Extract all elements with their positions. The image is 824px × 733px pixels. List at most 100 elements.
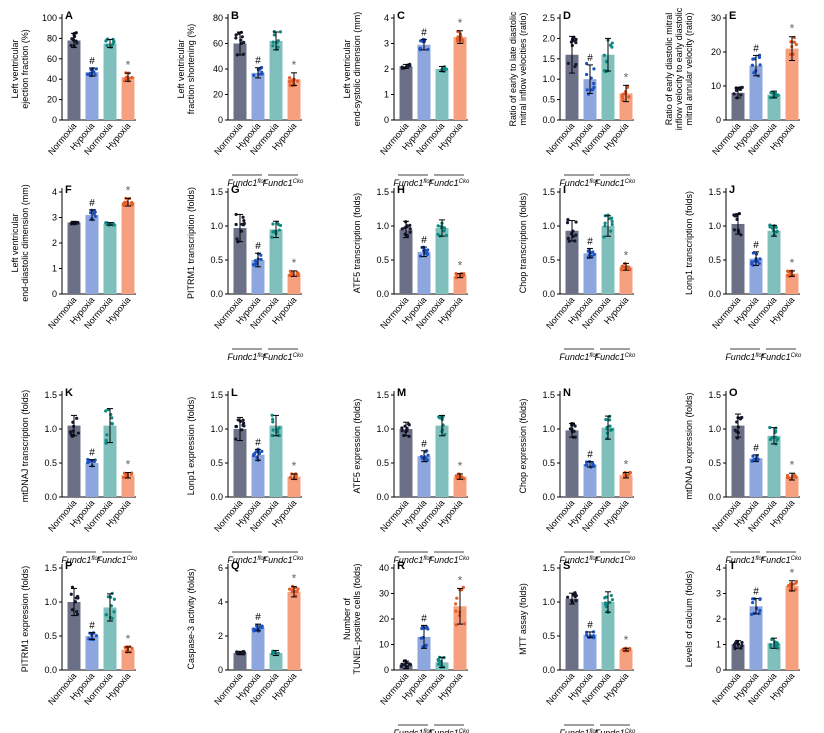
panel-c: C 0 1 2 3 4 Left ventricular end-systolic dimen… xyxy=(342,10,470,188)
y-tick-label: 0.5 xyxy=(376,255,389,265)
data-point xyxy=(234,424,238,429)
data-point xyxy=(592,630,596,634)
bar xyxy=(731,644,745,670)
panel-a: A 0 20 40 60 80 100 Left ventricular ejection fr… xyxy=(10,10,136,157)
data-point xyxy=(418,254,423,258)
data-point xyxy=(418,46,423,51)
genotype-sup: Cko xyxy=(293,179,304,185)
data-point xyxy=(436,662,441,666)
y-tick-label: 2 xyxy=(52,238,57,248)
data-point xyxy=(443,432,447,437)
data-point xyxy=(732,92,736,96)
y-tick-label: 1 xyxy=(716,640,721,650)
genotype-sup: flox xyxy=(755,353,765,359)
data-point xyxy=(259,257,263,262)
data-point xyxy=(733,428,737,432)
y-tick-label: 80 xyxy=(213,13,223,23)
y-tick-label: 0.5 xyxy=(708,255,721,265)
y-axis-label: Caspase-3 activity (folds) xyxy=(186,568,196,669)
genotype-sup: Cko xyxy=(625,179,636,185)
y-axis-label: mtDNAJ expression (folds) xyxy=(684,392,694,499)
significance-mark: * xyxy=(292,58,297,72)
y-axis-label: inflow velocity to early diastolic xyxy=(674,7,684,130)
panel-letter: D xyxy=(563,10,571,22)
data-point xyxy=(400,429,404,433)
bar xyxy=(785,476,799,497)
significance-mark: # xyxy=(753,43,759,54)
data-point xyxy=(110,43,114,47)
bar xyxy=(583,253,597,294)
y-tick-label: 10 xyxy=(379,640,389,650)
y-tick-label: 0.5 xyxy=(542,631,555,641)
bar xyxy=(85,214,99,294)
data-point xyxy=(751,597,755,601)
data-point xyxy=(255,624,259,628)
data-point xyxy=(592,67,596,71)
data-point xyxy=(585,633,589,637)
significance-mark: # xyxy=(421,28,427,39)
bar xyxy=(103,223,117,294)
genotype-base: Fundc1 xyxy=(61,555,91,565)
y-tick-label: 0.0 xyxy=(708,492,721,502)
significance-mark: # xyxy=(587,236,593,247)
data-point xyxy=(419,636,423,640)
y-tick-label: 0.0 xyxy=(542,115,555,125)
y-axis-label: ejection fraction (%) xyxy=(20,29,30,109)
genotype-base: Fundc1 xyxy=(595,178,625,188)
data-point xyxy=(234,437,238,441)
data-point xyxy=(70,608,74,612)
y-tick-label: 1.0 xyxy=(210,424,223,434)
data-point xyxy=(92,631,96,635)
data-point xyxy=(603,224,607,228)
data-point xyxy=(462,273,466,277)
data-point xyxy=(602,235,606,239)
significance-mark: * xyxy=(458,459,463,473)
y-tick-label: 3 xyxy=(52,213,57,223)
genotype-base: Fundc1 xyxy=(595,555,625,565)
data-point xyxy=(92,209,96,214)
genotype-base: Fundc1 xyxy=(761,555,791,565)
y-tick-label: 10 xyxy=(711,81,721,91)
data-point xyxy=(768,225,772,229)
data-point xyxy=(768,643,773,647)
significance-mark: * xyxy=(624,633,629,647)
y-tick-label: 1.5 xyxy=(542,54,555,64)
data-point xyxy=(768,437,773,442)
y-tick-label: 0.5 xyxy=(542,458,555,468)
bar xyxy=(785,273,799,294)
data-point xyxy=(604,417,608,422)
data-point xyxy=(444,233,449,237)
data-point xyxy=(130,75,134,80)
significance-mark: * xyxy=(292,459,297,473)
data-point xyxy=(295,79,300,83)
data-point xyxy=(770,637,774,642)
data-point xyxy=(773,435,778,439)
data-point xyxy=(252,263,256,267)
data-point xyxy=(271,230,275,234)
data-point xyxy=(252,452,256,457)
data-point xyxy=(438,416,442,420)
data-point xyxy=(454,623,458,627)
significance-mark: # xyxy=(587,620,593,631)
data-point xyxy=(290,270,294,274)
bar xyxy=(269,653,283,670)
genotype-label-flox: Fundc1flox xyxy=(559,728,599,733)
data-point xyxy=(574,220,578,224)
bar xyxy=(251,627,265,670)
data-point xyxy=(425,625,429,629)
significance-mark: # xyxy=(421,235,427,246)
data-point xyxy=(750,612,754,616)
bar xyxy=(731,223,745,294)
data-point xyxy=(604,595,608,599)
data-point xyxy=(627,95,631,99)
y-axis-label: Lonp1 transcription (folds) xyxy=(684,191,694,295)
data-point xyxy=(573,424,577,428)
y-axis-label: Number of xyxy=(342,598,352,641)
panel-j: J 0.0 0.5 1.0 1.5 Lonp1 transcription (folds)… xyxy=(684,184,802,362)
genotype-sup: flox xyxy=(755,556,765,562)
